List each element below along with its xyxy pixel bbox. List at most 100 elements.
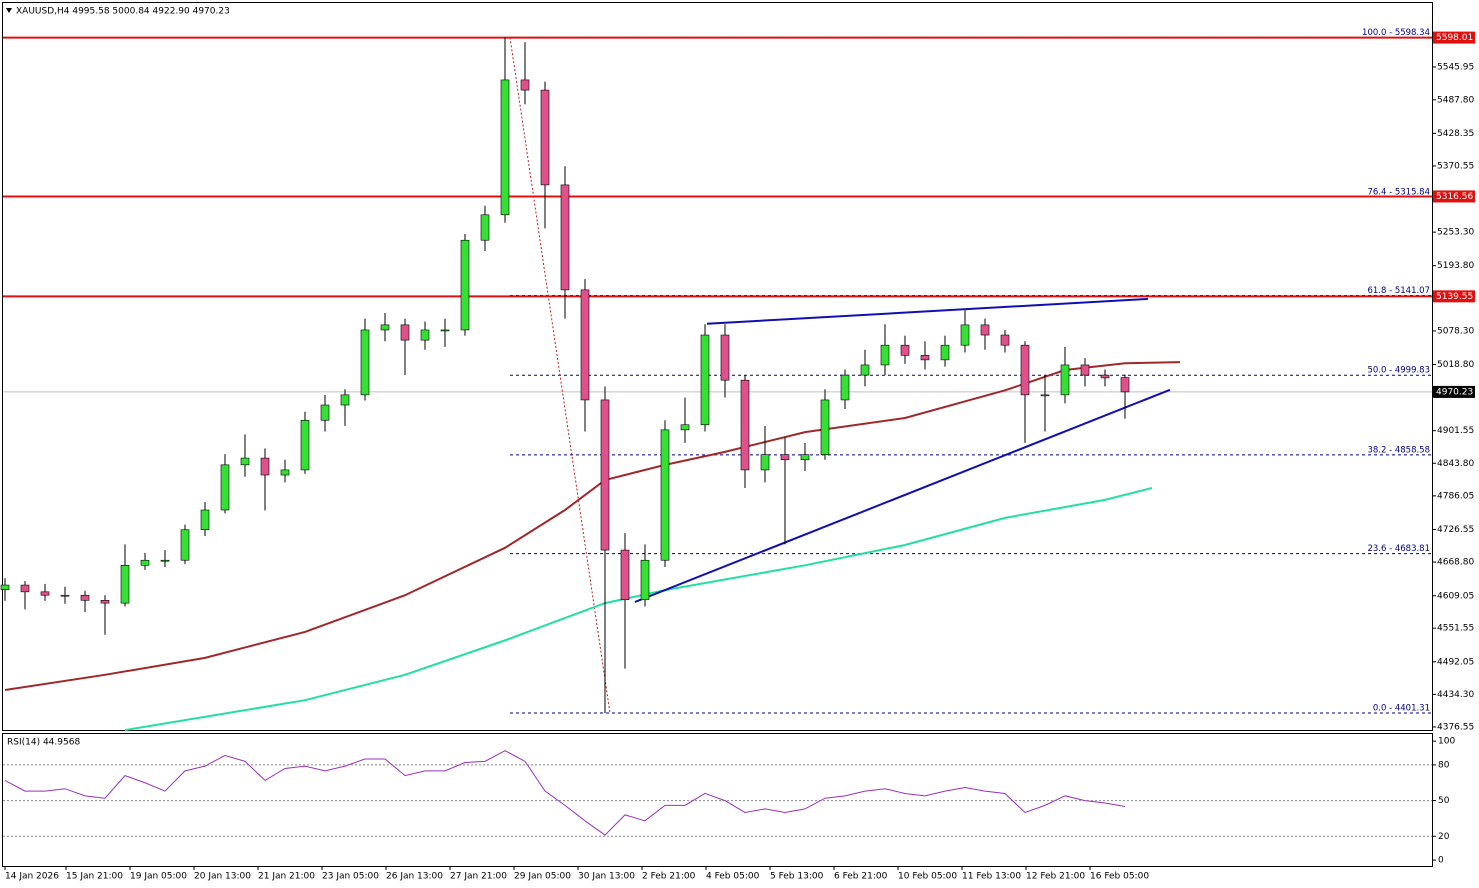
- candle-body: [660, 429, 670, 561]
- candle-body: [180, 529, 190, 561]
- price-label: 4970.23: [1436, 387, 1473, 397]
- rsi-title: RSI(14) 44.9568: [7, 738, 80, 748]
- candle-body: [740, 379, 750, 471]
- x-tick-label: 27 Jan 21:00: [450, 872, 507, 882]
- y-tick-label: 5253.30: [1437, 228, 1474, 238]
- y-tick-label: 5193.80: [1437, 261, 1474, 271]
- menu-arrow[interactable]: [6, 8, 12, 13]
- trendline: [706, 297, 1149, 325]
- fib-label: 61.8 - 5141.07: [1367, 286, 1430, 296]
- candle-body: [860, 364, 870, 376]
- x-tick-label: 15 Jan 21:00: [66, 872, 123, 882]
- candle-body: [320, 404, 330, 421]
- x-tick-label: 4 Feb 05:00: [706, 872, 760, 882]
- candle-body: [20, 584, 30, 593]
- candle-body: [340, 394, 350, 406]
- candle-body: [460, 239, 470, 331]
- candle-body: [360, 329, 370, 396]
- candle-body: [80, 594, 90, 601]
- y-tick-label: 4668.80: [1437, 558, 1474, 568]
- chart-title: XAUUSD,H4 4995.58 5000.84 4922.90 4970.2…: [16, 7, 230, 17]
- price-panel: [2, 2, 1433, 731]
- fib-label: 50.0 - 4999.83: [1367, 366, 1430, 376]
- candle-body: [600, 399, 610, 551]
- price-label: 5598.01: [1436, 33, 1473, 43]
- x-tick-label: 14 Jan 2026: [5, 872, 59, 882]
- candle-body: [720, 334, 730, 381]
- x-tick-label: 11 Feb 13:00: [962, 872, 1021, 882]
- fib-label: 38.2 - 4858.58: [1367, 445, 1430, 455]
- candle-body: [960, 324, 970, 346]
- candle-body: [880, 344, 890, 366]
- candle-body: [1020, 344, 1030, 396]
- y-tick-label: 4492.05: [1437, 657, 1474, 667]
- candle-body: [220, 464, 230, 511]
- y-tick-label: 4609.05: [1437, 591, 1474, 601]
- y-tick-label: 5428.35: [1437, 129, 1474, 139]
- candle-body: [980, 324, 990, 336]
- candle-body: [800, 454, 810, 461]
- candle-body: [560, 184, 570, 291]
- y-tick-label: 4434.30: [1437, 690, 1474, 700]
- candle-body: [1060, 364, 1070, 396]
- x-tick-label: 6 Feb 21:00: [834, 872, 888, 882]
- candle-body: [540, 89, 550, 186]
- candle-body: [700, 334, 710, 426]
- candle-body: [500, 79, 510, 216]
- candle-body: [120, 565, 130, 604]
- rsi-tick-label: 0: [1438, 856, 1444, 866]
- candle-body: [40, 591, 50, 596]
- candle-body: [0, 584, 10, 590]
- candle-body: [440, 329, 450, 332]
- candle-body: [940, 344, 950, 361]
- rsi-panel: [2, 733, 1433, 867]
- y-tick-label: 5018.80: [1437, 360, 1474, 370]
- y-tick-label: 5487.80: [1437, 95, 1474, 105]
- x-tick-label: 12 Feb 21:00: [1026, 872, 1085, 882]
- candle-body: [400, 324, 410, 341]
- price-label-box: [1433, 190, 1475, 203]
- candle-body: [100, 600, 110, 604]
- candle-body: [160, 559, 170, 562]
- candle-body: [900, 344, 910, 356]
- rsi-tick-label: 20: [1438, 832, 1450, 842]
- price-label-box: [1433, 31, 1475, 44]
- candle-body: [580, 289, 590, 401]
- fib-label: 0.0 - 4401.31: [1373, 704, 1430, 714]
- x-tick-label: 16 Feb 05:00: [1090, 872, 1149, 882]
- fib-label: 100.0 - 5598.34: [1362, 28, 1430, 38]
- candle-body: [1120, 377, 1130, 393]
- trendline: [634, 388, 1171, 603]
- y-tick-label: 5078.30: [1437, 326, 1474, 336]
- price-label-box: [1433, 290, 1475, 303]
- candle-body: [140, 559, 150, 566]
- candle-body: [280, 469, 290, 476]
- candle-body: [240, 457, 250, 466]
- candle-body: [820, 399, 830, 455]
- y-tick-label: 4726.55: [1437, 525, 1474, 535]
- y-tick-label: 4786.05: [1437, 491, 1474, 501]
- candle-body: [640, 559, 650, 601]
- candle-body: [1080, 364, 1090, 376]
- x-tick-label: 10 Feb 05:00: [898, 872, 957, 882]
- candle-body: [840, 374, 850, 401]
- candle-body: [920, 355, 930, 361]
- y-tick-label: 5370.55: [1437, 161, 1474, 171]
- candle-body: [680, 424, 690, 431]
- x-tick-label: 23 Jan 05:00: [322, 872, 379, 882]
- x-tick-label: 20 Jan 13:00: [194, 872, 251, 882]
- candle-body: [200, 509, 210, 531]
- candle-body: [420, 329, 430, 341]
- price-label: 5139.55: [1436, 292, 1473, 302]
- moving-average: [124, 487, 1153, 732]
- candle-body: [480, 214, 490, 241]
- fib-label: 23.6 - 4683.81: [1367, 544, 1430, 554]
- fib-label: 76.4 - 5315.84: [1367, 187, 1430, 197]
- candle-body: [300, 419, 310, 471]
- fib-line: [509, 37, 611, 714]
- y-tick-label: 4843.80: [1437, 459, 1474, 469]
- candle-body: [380, 324, 390, 331]
- candle-body: [620, 549, 630, 601]
- candle-body: [1040, 394, 1050, 397]
